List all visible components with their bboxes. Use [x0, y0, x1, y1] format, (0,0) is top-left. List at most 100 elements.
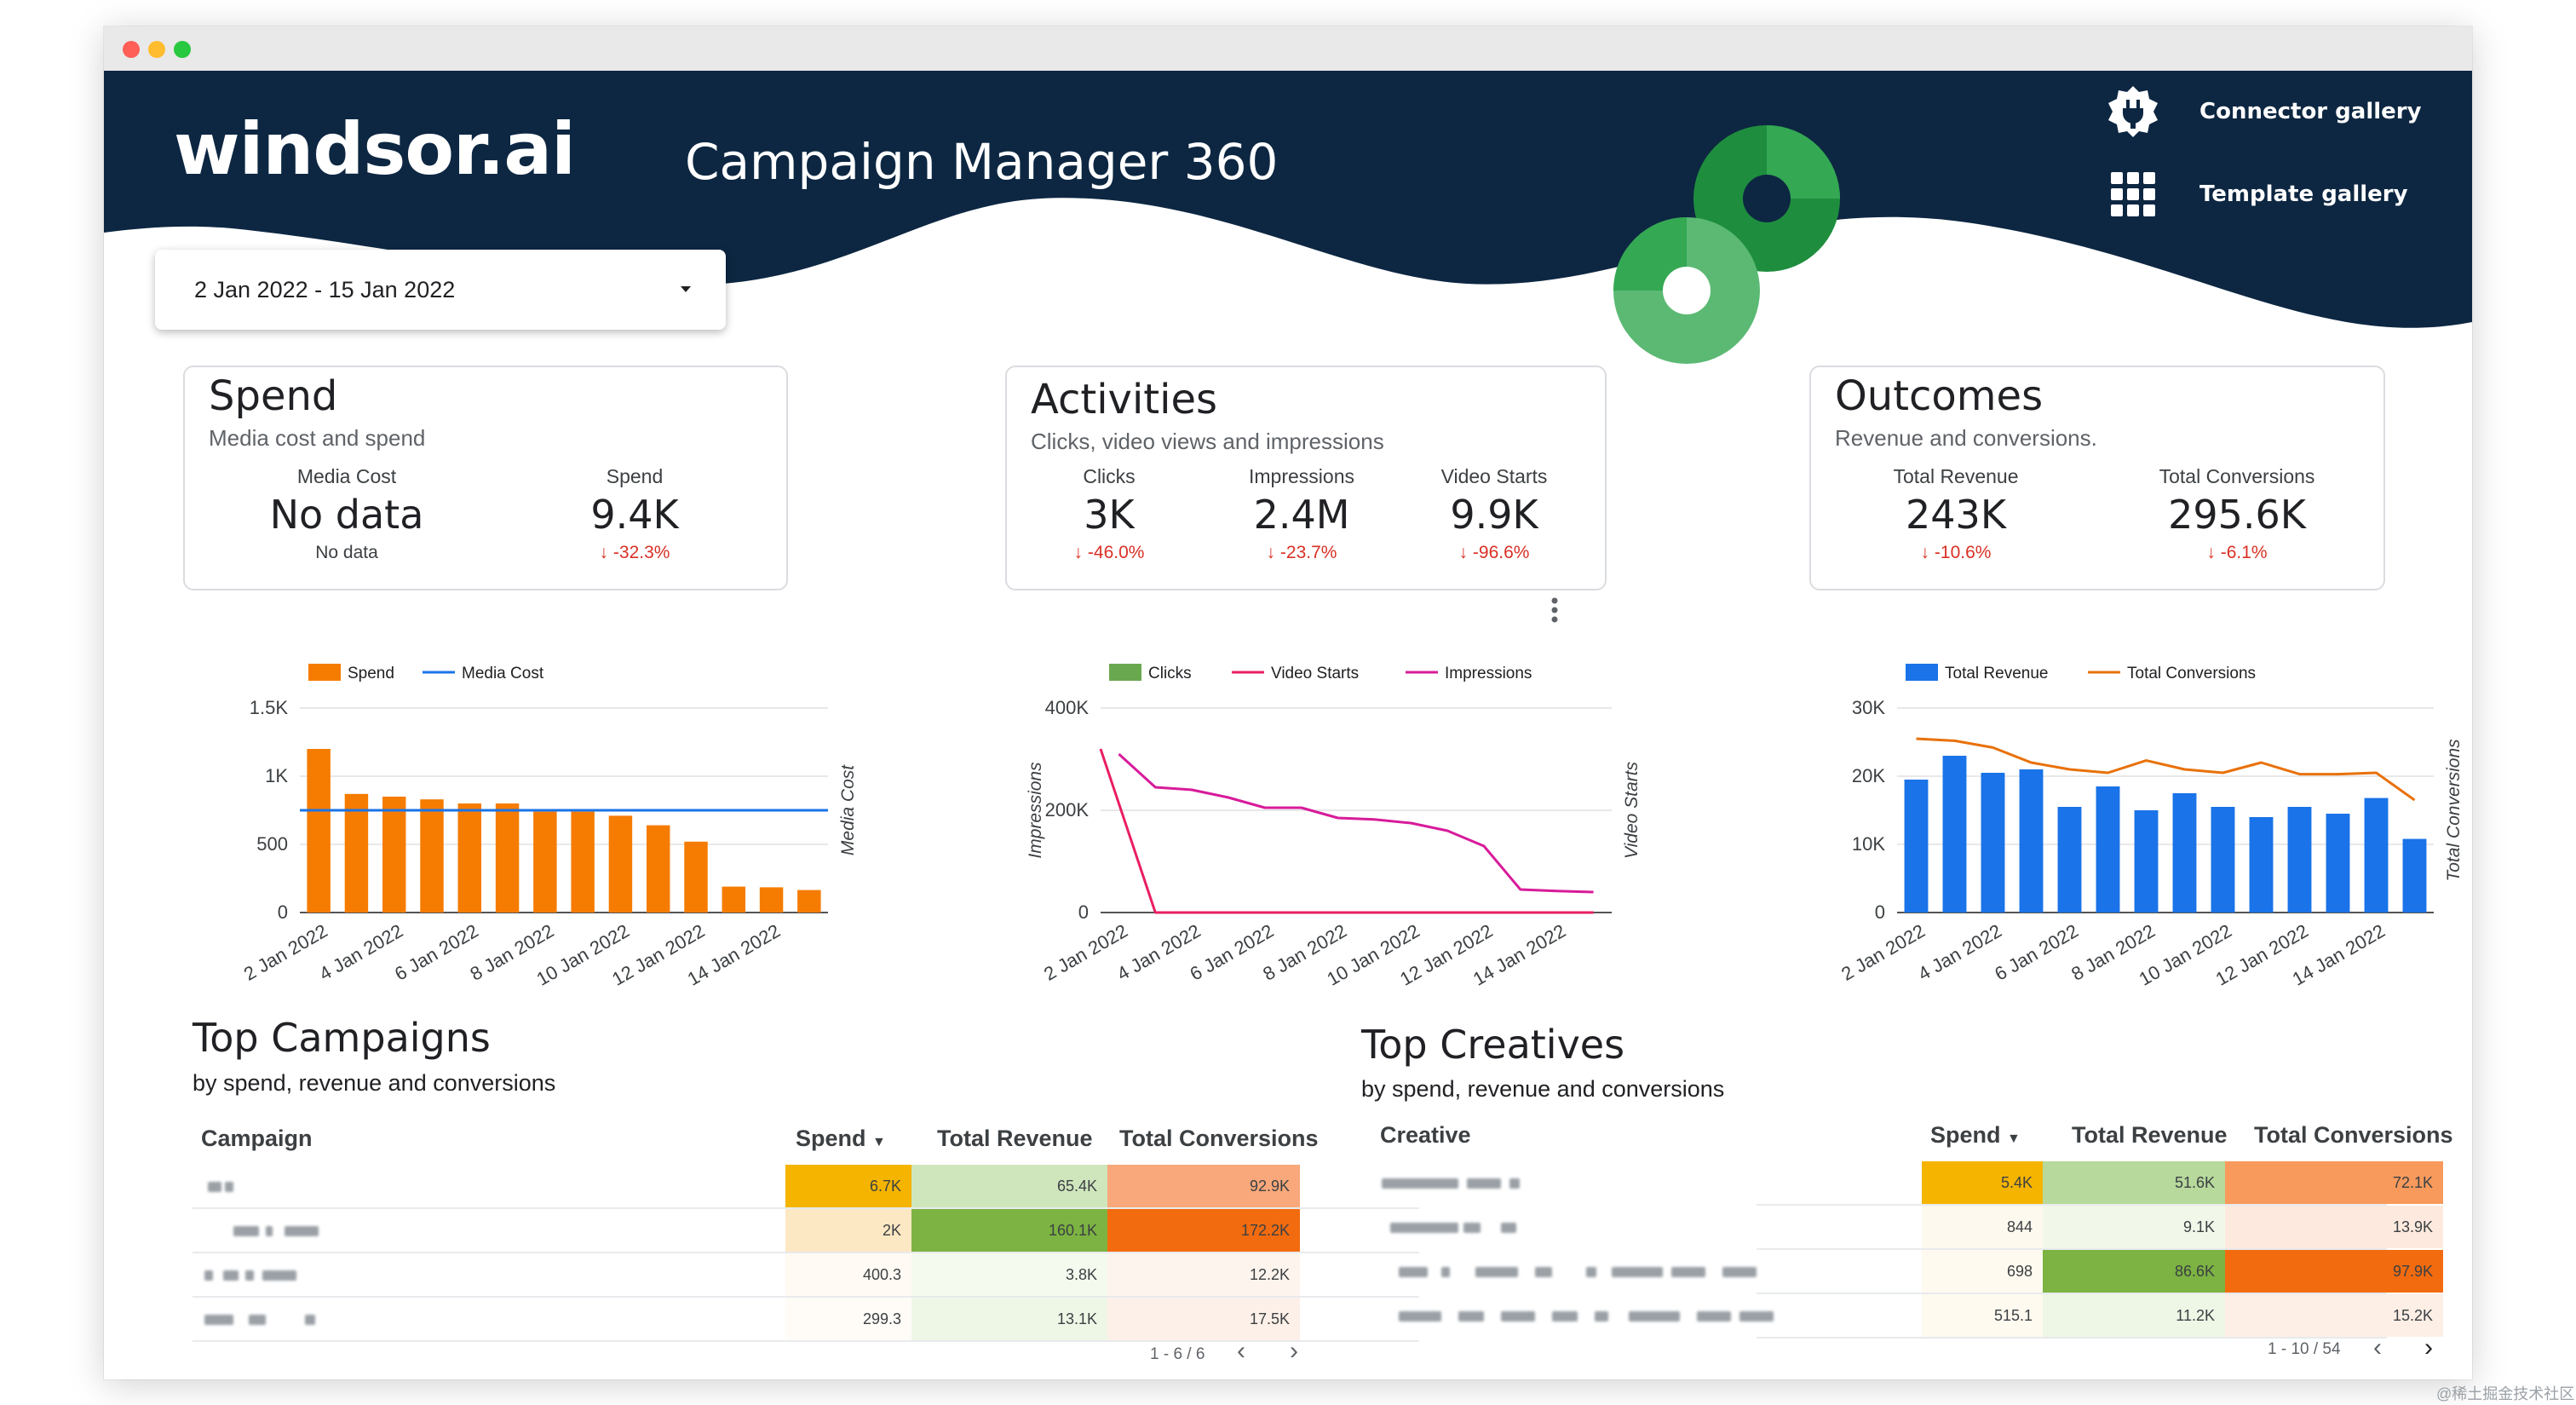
redacted-name	[245, 1270, 254, 1281]
next-page-button[interactable]: ›	[1290, 1337, 1298, 1365]
y-tick-label: 400K	[1045, 697, 1090, 718]
y2-axis-title: Video Starts	[1622, 761, 1642, 859]
kpi-delta: ↓ -10.6%	[1845, 543, 2067, 563]
bar	[420, 799, 444, 913]
y-tick-label: 10K	[1852, 833, 1885, 855]
column-header-spend[interactable]: Spend ▼	[796, 1126, 886, 1152]
column-header-campaign[interactable]: Campaign	[201, 1126, 313, 1151]
x-tick-label: 6 Jan 2022	[1991, 920, 2082, 985]
cell-revenue: 3.8K	[911, 1253, 1107, 1296]
redacted-name	[249, 1315, 266, 1325]
bar	[797, 890, 821, 913]
cell-revenue: 160.1K	[911, 1209, 1107, 1252]
legend-label: Impressions	[1445, 665, 1532, 682]
y-tick-label: 30K	[1852, 697, 1885, 718]
page-title: Campaign Manager 360	[685, 133, 1279, 191]
template-gallery-link[interactable]: Template gallery	[2106, 167, 2408, 222]
cell-revenue: 65.4K	[911, 1165, 1107, 1207]
redacted-name	[204, 1315, 233, 1325]
top-campaigns-title: Top Campaigns	[193, 1015, 491, 1061]
redacted-name	[1390, 1223, 1458, 1233]
watermark: @稀土掘金技术社区	[2436, 1385, 2575, 1402]
campaign-manager-logo	[1613, 125, 1840, 364]
browser-window: windsor.ai Campaign Manager 360 Connecto…	[104, 26, 2472, 1379]
kpi-label: Total Conversions	[2159, 465, 2315, 487]
kpi-delta-value: -46.0%	[1087, 543, 1145, 562]
column-header-total-conversions[interactable]: Total Conversions	[1119, 1126, 1319, 1151]
bar	[495, 803, 520, 913]
kpi-value: 295.6K	[2168, 492, 2306, 538]
column-header-total-revenue[interactable]: Total Revenue	[2072, 1122, 2228, 1148]
x-tick-label: 2 Jan 2022	[1837, 920, 1929, 985]
kpi-delta: ↓ -96.6%	[1383, 543, 1605, 563]
cell-spend: 6.7K	[785, 1165, 911, 1207]
bar	[2287, 807, 2312, 913]
plug-icon	[2108, 86, 2158, 137]
bar	[684, 841, 708, 913]
cell-spend: 299.3	[785, 1298, 911, 1340]
activities-card: Activities Clicks, video views and impre…	[1005, 366, 1607, 590]
legend-label: Total Conversions	[2127, 665, 2256, 682]
kpi-delta: ↓ -23.7%	[1191, 543, 1412, 563]
previous-page-button[interactable]: ‹	[2373, 1333, 2382, 1362]
kpi-clicks: Clicks 3K ↓ -46.0%	[998, 465, 1220, 563]
y-axis-title: Impressions	[1026, 762, 1045, 859]
redacted-name	[204, 1270, 213, 1281]
creatives-pager: 1 - 10 / 54	[2268, 1340, 2341, 1358]
bar	[533, 811, 557, 913]
column-header-total-conversions[interactable]: Total Conversions	[2254, 1122, 2453, 1148]
down-arrow-icon: ↓	[1458, 543, 1473, 562]
y2-axis-title: Media Cost	[838, 764, 858, 855]
connector-gallery-link[interactable]: Connector gallery	[2106, 84, 2422, 139]
close-window-button[interactable]	[123, 41, 140, 58]
row-divider	[193, 1207, 1419, 1209]
top-creatives-subtitle: by spend, revenue and conversions	[1361, 1076, 1725, 1102]
kpi-delta-value: -10.6%	[1934, 543, 1992, 562]
redacted-name	[1612, 1267, 1663, 1277]
column-header-label: Spend	[1930, 1122, 2001, 1148]
previous-page-button[interactable]: ‹	[1237, 1337, 1245, 1365]
redacted-name	[208, 1182, 221, 1192]
date-range-value: 2 Jan 2022 - 15 Jan 2022	[194, 276, 456, 302]
redacted-name	[1501, 1311, 1535, 1322]
cell-revenue: 51.6K	[2043, 1161, 2225, 1204]
cell-conversions: 97.9K	[2225, 1250, 2443, 1293]
cell-spend: 5.4K	[1922, 1161, 2043, 1204]
row-divider	[1757, 1248, 2387, 1250]
kpi-label: Media Cost	[296, 465, 397, 487]
cell-revenue: 86.6K	[2043, 1250, 2225, 1293]
redacted-name	[1697, 1311, 1731, 1322]
template-gallery-label: Template gallery	[2199, 181, 2408, 207]
kpi-delta: ↓ -46.0%	[998, 543, 1220, 563]
kpi-total-revenue: Total Revenue 243K ↓ -10.6%	[1845, 465, 2067, 563]
redacted-name	[1382, 1178, 1458, 1189]
kpi-delta-value: -32.3%	[612, 543, 670, 562]
column-header-creative[interactable]: Creative	[1380, 1122, 1471, 1148]
connector-gallery-label: Connector gallery	[2199, 99, 2422, 124]
x-tick-label: 2 Jan 2022	[240, 920, 331, 985]
column-header-total-revenue[interactable]: Total Revenue	[937, 1126, 1093, 1151]
cell-conversions: 13.9K	[2225, 1206, 2443, 1248]
card-title: Activities	[1031, 376, 1217, 423]
maximize-window-button[interactable]	[174, 41, 191, 58]
kpi-label: Clicks	[1083, 465, 1136, 487]
redacted-name	[1463, 1223, 1481, 1233]
windsor-logo: windsor.ai	[174, 107, 576, 191]
redacted-name	[1722, 1267, 1757, 1277]
more-options-icon[interactable]	[1548, 596, 1561, 625]
x-tick-label: 4 Jan 2022	[315, 920, 406, 985]
cell-spend: 698	[1922, 1250, 2043, 1293]
y-tick-label: 1K	[265, 765, 288, 786]
cell-revenue: 11.2K	[2043, 1294, 2225, 1337]
column-header-spend[interactable]: Spend ▼	[1930, 1122, 2021, 1149]
next-page-button[interactable]: ›	[2424, 1333, 2433, 1362]
cell-conversions: 17.5K	[1107, 1298, 1300, 1340]
bar	[571, 811, 595, 913]
date-range-picker[interactable]: 2 Jan 2022 - 15 Jan 2022	[155, 250, 726, 330]
cell-revenue: 9.1K	[2043, 1206, 2225, 1248]
down-arrow-icon: ↓	[1920, 543, 1935, 562]
column-header-label: Spend	[796, 1126, 866, 1151]
minimize-window-button[interactable]	[148, 41, 165, 58]
bar	[1981, 773, 2005, 913]
row-divider	[193, 1296, 1419, 1298]
